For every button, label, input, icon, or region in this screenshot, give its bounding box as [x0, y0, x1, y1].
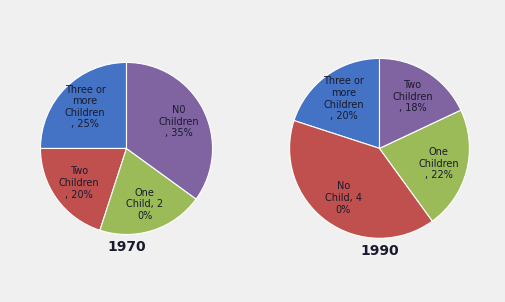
Text: Three or
more
Children
, 20%: Three or more Children , 20%: [322, 76, 363, 121]
Text: 1970: 1970: [107, 239, 145, 254]
Wedge shape: [40, 63, 126, 149]
Text: Two
Children
, 18%: Two Children , 18%: [391, 80, 432, 113]
Text: Two
Children
, 20%: Two Children , 20%: [59, 166, 99, 200]
Text: Three or
more
Children
, 25%: Three or more Children , 25%: [65, 85, 105, 129]
Wedge shape: [126, 63, 212, 199]
Wedge shape: [293, 58, 379, 148]
Text: One
Children
, 22%: One Children , 22%: [418, 147, 459, 180]
Wedge shape: [379, 110, 469, 221]
Wedge shape: [40, 149, 126, 230]
Wedge shape: [99, 149, 196, 234]
Text: No
Child, 4
0%: No Child, 4 0%: [324, 182, 361, 215]
Text: 1990: 1990: [360, 244, 398, 258]
Wedge shape: [379, 58, 460, 148]
Text: One
Child, 2
0%: One Child, 2 0%: [126, 188, 163, 221]
Wedge shape: [289, 120, 431, 238]
Text: N0
Children
, 35%: N0 Children , 35%: [158, 105, 199, 138]
